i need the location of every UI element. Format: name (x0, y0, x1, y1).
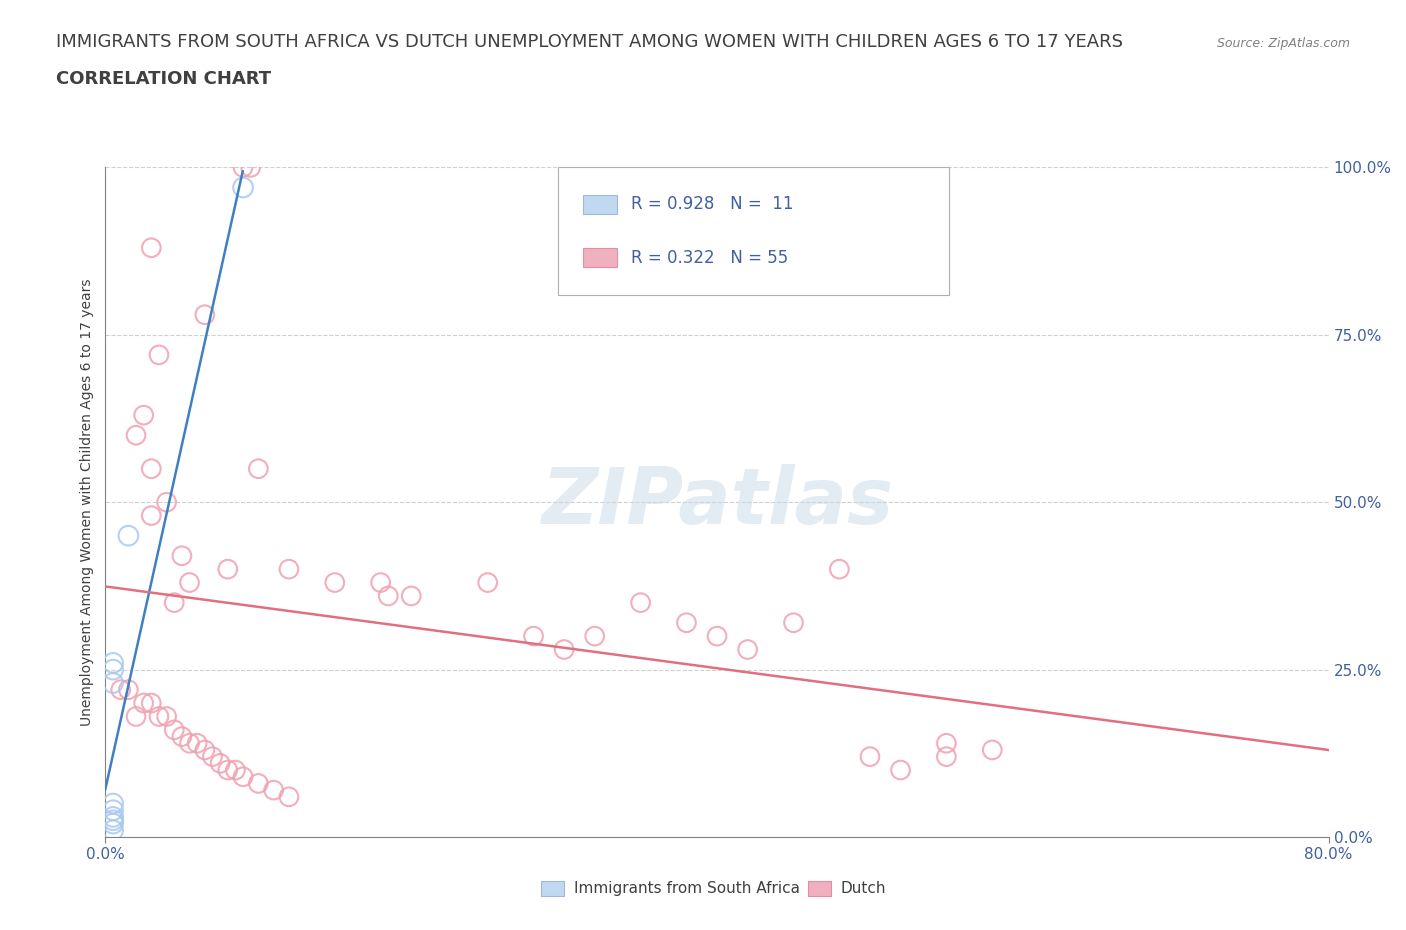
Text: Dutch: Dutch (841, 881, 886, 896)
Point (179, 575, 201, 590)
FancyBboxPatch shape (582, 248, 617, 267)
Point (278, 790, 301, 804)
Point (101, 803, 124, 817)
Point (194, 742, 217, 757)
FancyBboxPatch shape (582, 195, 617, 214)
Point (232, 769, 254, 784)
Point (101, 817, 124, 831)
Point (399, 589, 422, 604)
Point (101, 662, 124, 677)
Point (247, 776, 270, 790)
Point (935, 736, 957, 751)
Point (377, 589, 399, 604)
Point (141, 461, 163, 476)
Point (101, 809, 124, 824)
Point (706, 629, 728, 644)
Point (890, 763, 912, 777)
FancyBboxPatch shape (558, 167, 949, 295)
Point (232, 180, 254, 195)
Point (224, 763, 246, 777)
Text: IMMIGRANTS FROM SOUTH AFRICA VS DUTCH UNEMPLOYMENT AMONG WOMEN WITH CHILDREN AGE: IMMIGRANTS FROM SOUTH AFRICA VS DUTCH UN… (56, 33, 1123, 50)
Point (981, 742, 1004, 757)
Point (163, 723, 186, 737)
Point (163, 595, 186, 610)
Text: Immigrants from South Africa: Immigrants from South Africa (574, 881, 800, 896)
Point (141, 240, 163, 255)
Point (125, 709, 148, 724)
Point (101, 675, 124, 690)
Point (141, 696, 163, 711)
Text: R = 0.928   N =  11: R = 0.928 N = 11 (631, 195, 794, 213)
Point (477, 575, 499, 590)
Point (170, 549, 193, 564)
Point (132, 407, 155, 422)
Point (553, 642, 575, 657)
Point (170, 729, 193, 744)
Point (117, 528, 139, 543)
Point (278, 562, 301, 577)
Point (186, 736, 208, 751)
Text: R = 0.322   N = 55: R = 0.322 N = 55 (631, 249, 789, 267)
Point (263, 783, 285, 798)
Point (110, 683, 132, 698)
Point (782, 616, 804, 631)
Point (117, 683, 139, 698)
Point (859, 750, 882, 764)
Text: ZIPatlas: ZIPatlas (541, 464, 893, 540)
Point (132, 696, 155, 711)
Point (217, 562, 239, 577)
Text: CORRELATION CHART: CORRELATION CHART (56, 70, 271, 87)
Point (247, 461, 270, 476)
Point (935, 750, 957, 764)
Point (101, 823, 124, 838)
Point (209, 756, 232, 771)
Point (630, 595, 652, 610)
Point (155, 709, 177, 724)
Point (101, 813, 124, 828)
Point (148, 348, 170, 363)
Point (370, 575, 392, 590)
Point (155, 495, 177, 510)
Point (201, 750, 224, 764)
Point (232, 160, 254, 175)
Point (101, 796, 124, 811)
Point (323, 575, 346, 590)
Point (125, 428, 148, 443)
Point (737, 642, 759, 657)
Point (217, 763, 239, 777)
Point (194, 307, 217, 322)
Y-axis label: Unemployment Among Women with Children Ages 6 to 17 years: Unemployment Among Women with Children A… (80, 278, 94, 726)
Point (179, 736, 201, 751)
Point (101, 656, 124, 671)
Point (148, 709, 170, 724)
Point (828, 562, 851, 577)
Point (523, 629, 546, 644)
Point (675, 616, 697, 631)
Point (239, 160, 262, 175)
Point (583, 629, 606, 644)
Text: Source: ZipAtlas.com: Source: ZipAtlas.com (1216, 37, 1350, 50)
Point (141, 508, 163, 523)
